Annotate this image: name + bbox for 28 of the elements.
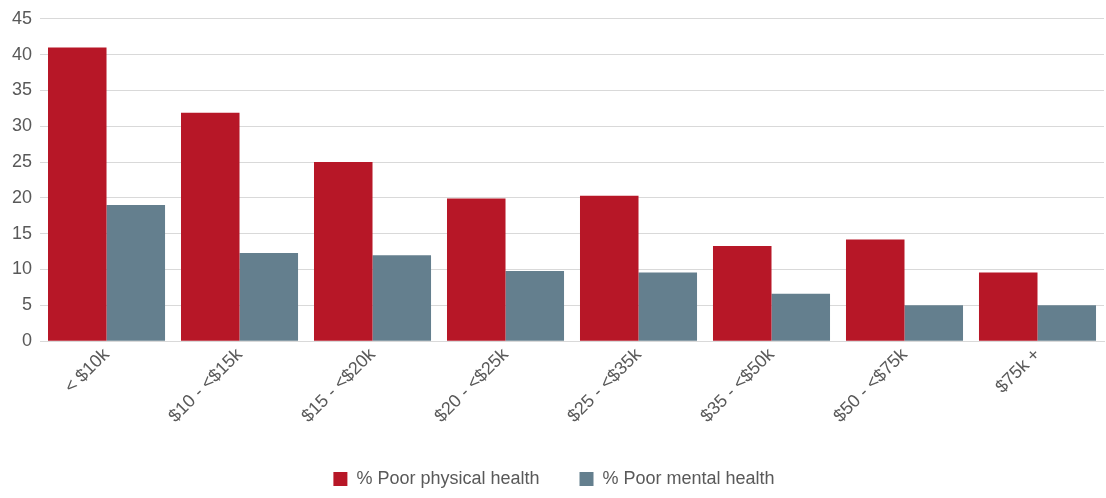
bar [106, 205, 166, 341]
y-tick-label: 15 [11, 222, 33, 243]
bar [845, 239, 905, 341]
bar [446, 198, 506, 341]
y-tick-label: 0 [22, 330, 33, 351]
bar [505, 270, 565, 341]
y-tick-label: 10 [11, 258, 33, 279]
bar [239, 253, 299, 341]
legend-label: % Poor mental health [602, 467, 775, 488]
legend-label: % Poor physical health [356, 467, 540, 488]
bar [771, 293, 831, 341]
bar [181, 112, 240, 341]
y-tick-label: 5 [22, 294, 33, 315]
bar [1037, 305, 1097, 341]
y-tick-label: 25 [11, 151, 33, 172]
bar [579, 195, 639, 341]
bar [904, 305, 964, 341]
y-tick-label: 35 [11, 79, 33, 100]
y-tick-label: 45 [11, 7, 33, 28]
bar [48, 47, 107, 341]
y-tick-label: 20 [11, 186, 33, 207]
bar [314, 162, 373, 341]
bar [712, 245, 772, 341]
y-tick-label: 40 [11, 43, 33, 64]
bar [372, 255, 432, 341]
bar [638, 272, 698, 341]
bar [978, 272, 1038, 341]
y-tick-label: 30 [11, 115, 33, 136]
